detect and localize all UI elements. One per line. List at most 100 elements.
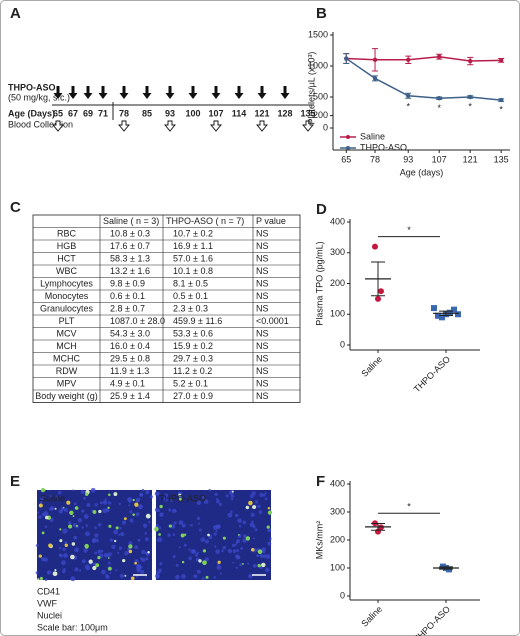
data-point [437, 96, 442, 101]
nucleus [49, 507, 53, 511]
nucleus [70, 576, 76, 582]
injection-arrow [142, 86, 152, 99]
y-tick-label: 300 [330, 247, 345, 257]
nucleus [91, 509, 94, 512]
day-label: 78 [119, 108, 129, 118]
day-label: 107 [208, 108, 223, 118]
table-cell: 54.3 ± 3.0 [110, 329, 150, 339]
nucleus [117, 551, 120, 554]
nucleus [83, 548, 88, 553]
cell-signal [108, 566, 112, 571]
cell-signal [74, 506, 79, 510]
table-cell: 8.1 ± 0.5 [173, 279, 208, 289]
nucleus [235, 541, 239, 545]
injection-arrow [83, 86, 93, 99]
y-tick-label: 0 [323, 122, 328, 132]
panel-label: B [316, 5, 327, 22]
nucleus [43, 511, 49, 516]
table-cell: NS [256, 379, 269, 389]
data-point [435, 312, 441, 319]
nucleus [145, 490, 150, 495]
cell-signal [38, 503, 43, 508]
data-point [375, 295, 381, 302]
data-point [406, 57, 411, 62]
nucleus [127, 497, 132, 502]
nucleus [155, 491, 160, 496]
table-cell: 11.9 ± 1.3 [110, 366, 149, 376]
day-label: 114 [232, 108, 247, 118]
nucleus [159, 562, 163, 566]
significance-mark: * [407, 225, 411, 235]
nucleus [148, 521, 151, 524]
table-cell: 10.1 ± 0.8 [173, 266, 213, 276]
table-cell: 16.9 ± 1.1 [173, 241, 213, 251]
table-cell: 58.3 ± 1.3 [110, 254, 150, 264]
series-line [345, 57, 502, 101]
nucleus [157, 568, 162, 573]
cell-signal [266, 525, 270, 529]
nucleus [267, 541, 272, 546]
series-line [346, 55, 502, 62]
stain-legend: VWF [37, 598, 57, 608]
y-tick-label: 1000 [308, 60, 328, 70]
nucleus [136, 498, 140, 502]
cell-signal [181, 560, 185, 564]
cell-signal [72, 515, 75, 518]
nucleus [237, 518, 242, 523]
collection-arrow [118, 120, 130, 132]
table-cell: 11.2 ± 0.2 [173, 366, 212, 376]
cell-signal [257, 563, 261, 568]
day-label: 85 [142, 108, 152, 118]
nucleus [118, 533, 121, 536]
cell-signal [98, 509, 102, 514]
nucleus [218, 502, 222, 506]
table-cell: 0.6 ± 0.1 [110, 291, 145, 301]
nucleus [128, 504, 131, 507]
significance-mark: * [406, 102, 410, 112]
day-label: 71 [98, 108, 108, 118]
table-cell: 13.2 ± 1.6 [110, 266, 150, 276]
nucleus [128, 541, 133, 546]
nucleus [44, 578, 48, 581]
table-cell: NS [256, 229, 269, 239]
nucleus [215, 530, 218, 533]
table-cell: 57.0 ± 1.6 [173, 254, 213, 264]
table-cell: 29.5 ± 0.8 [110, 354, 150, 364]
nucleus [73, 502, 77, 506]
nucleus [198, 528, 202, 532]
nucleus [63, 508, 68, 513]
nucleus [94, 551, 98, 555]
injection-arrow [188, 86, 198, 99]
cell-signal [85, 492, 89, 496]
cell-signal [147, 550, 150, 554]
data-point [451, 306, 457, 313]
nucleus [108, 561, 111, 565]
cell-signal [154, 526, 159, 532]
nucleus [172, 555, 176, 558]
y-tick-label: 200 [330, 278, 345, 288]
nucleus [172, 508, 177, 514]
nucleus [90, 487, 96, 493]
cell-signal [92, 565, 97, 571]
day-label: 100 [185, 108, 200, 118]
nucleus [188, 548, 191, 551]
nucleus [188, 556, 192, 561]
cell-signal [158, 533, 161, 536]
cell-signal [62, 506, 65, 509]
nucleus [193, 574, 198, 579]
nucleus [108, 501, 112, 505]
table-cell: NS [256, 354, 269, 364]
cell-signal [88, 559, 93, 564]
x-tick-label: 78 [370, 154, 380, 164]
cell-signal [222, 536, 226, 540]
nucleus [235, 566, 238, 569]
cell-signal [134, 502, 139, 507]
cell-signal [217, 560, 221, 564]
nucleus [134, 545, 139, 550]
nucleus [144, 532, 148, 535]
cell-signal [68, 524, 73, 529]
table-border [32, 214, 301, 403]
nucleus [175, 563, 179, 567]
nucleus [265, 554, 271, 559]
nucleus [86, 502, 91, 507]
